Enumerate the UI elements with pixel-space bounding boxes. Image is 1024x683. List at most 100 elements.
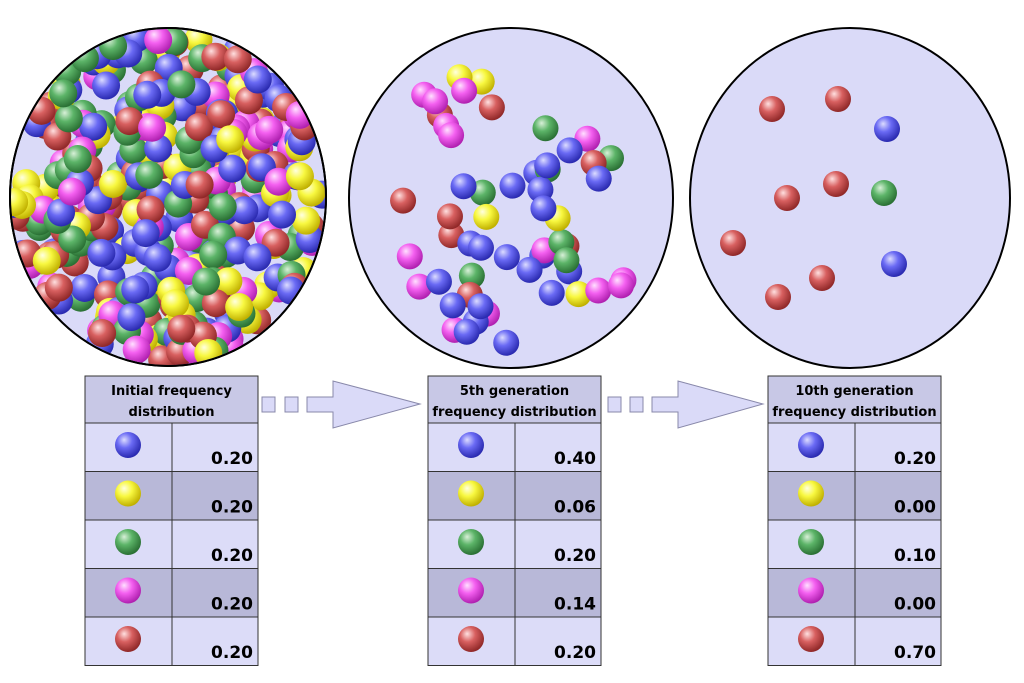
ball <box>184 113 213 142</box>
frequency-value: 0.20 <box>211 595 253 615</box>
ball <box>199 240 228 269</box>
table-cell <box>854 422 942 472</box>
dash <box>629 396 644 413</box>
frequency-value: 0.20 <box>211 546 253 566</box>
ball <box>809 265 835 291</box>
table-cell <box>171 422 259 472</box>
ball <box>798 480 824 507</box>
ball <box>453 318 480 345</box>
table-cell <box>854 471 942 521</box>
ball <box>390 187 417 214</box>
ball <box>268 200 297 229</box>
ball <box>881 251 907 277</box>
ball <box>99 32 128 61</box>
ball <box>208 192 237 221</box>
ball <box>473 203 500 230</box>
ball <box>115 577 141 604</box>
table-header <box>767 375 942 424</box>
ball <box>874 116 900 142</box>
ball <box>285 162 314 191</box>
table-header <box>84 375 259 424</box>
table-cell <box>171 471 259 521</box>
ball <box>201 289 230 318</box>
ball <box>11 188 29 217</box>
ball <box>493 329 520 356</box>
balls <box>720 86 907 310</box>
ball <box>216 125 245 154</box>
ball <box>798 577 824 604</box>
ball <box>57 177 86 206</box>
frequency-table: Initial frequency distribution 0.20 0.20 0.2… <box>84 375 259 666</box>
frequency-value: 0.20 <box>554 643 596 663</box>
table-cell <box>514 616 602 666</box>
frequency-value: 0.20 <box>211 643 253 663</box>
ball <box>115 626 141 652</box>
ball <box>230 196 259 225</box>
table-cell <box>514 568 602 618</box>
ball <box>138 113 167 142</box>
frequency-value: 0.00 <box>894 595 936 615</box>
ball <box>759 96 785 122</box>
ball <box>439 292 466 319</box>
ball <box>467 293 494 320</box>
ball <box>458 432 484 458</box>
balls <box>11 29 325 365</box>
table-title: Initial frequency <box>111 384 232 399</box>
ball <box>516 256 543 283</box>
ball <box>243 243 272 272</box>
ball <box>131 219 160 248</box>
frequency-value: 0.20 <box>211 498 253 518</box>
ball <box>458 577 484 604</box>
table-cell <box>171 568 259 618</box>
ball <box>467 234 494 261</box>
ball <box>556 137 583 164</box>
ball <box>553 247 580 274</box>
ball <box>207 100 236 129</box>
ball <box>121 275 150 304</box>
frequency-value: 0.14 <box>554 595 596 615</box>
balls <box>390 64 637 356</box>
ball <box>532 115 559 142</box>
frequency-value: 0.06 <box>554 498 596 518</box>
ball <box>608 272 635 299</box>
ball <box>167 70 196 99</box>
ball <box>438 122 465 149</box>
ball <box>458 262 485 289</box>
ball <box>47 198 76 227</box>
table-title: distribution <box>129 405 215 420</box>
ball <box>70 273 99 302</box>
ball <box>214 267 243 296</box>
ball <box>825 86 851 112</box>
ball <box>530 195 557 222</box>
frequency-value: 0.20 <box>894 449 936 469</box>
table-cell <box>854 616 942 666</box>
ball <box>161 289 190 318</box>
ball <box>458 626 484 652</box>
frequency-table: 10th generation frequency distribution 0.2… <box>767 375 942 666</box>
ball <box>451 77 478 104</box>
frequency-value: 0.00 <box>894 498 936 518</box>
frequency-value: 0.20 <box>554 546 596 566</box>
ball <box>798 432 824 458</box>
frequency-value: 0.10 <box>894 546 936 566</box>
ball <box>98 169 127 198</box>
table-cell <box>514 422 602 472</box>
ball <box>493 244 520 271</box>
tables: Initial frequency distribution 0.20 0.20 0.2… <box>84 375 942 666</box>
ball <box>422 88 449 115</box>
table-cell <box>854 519 942 569</box>
population-circle <box>689 27 1011 369</box>
table-header <box>427 375 602 424</box>
ball <box>458 480 484 507</box>
ball <box>58 225 87 254</box>
ball <box>49 79 78 108</box>
ball <box>255 115 284 144</box>
table-cell <box>171 616 259 666</box>
ball <box>585 277 612 304</box>
ball <box>136 195 165 224</box>
ball <box>871 180 897 206</box>
arrow <box>651 380 765 429</box>
ball <box>135 160 164 189</box>
ball <box>201 42 230 71</box>
